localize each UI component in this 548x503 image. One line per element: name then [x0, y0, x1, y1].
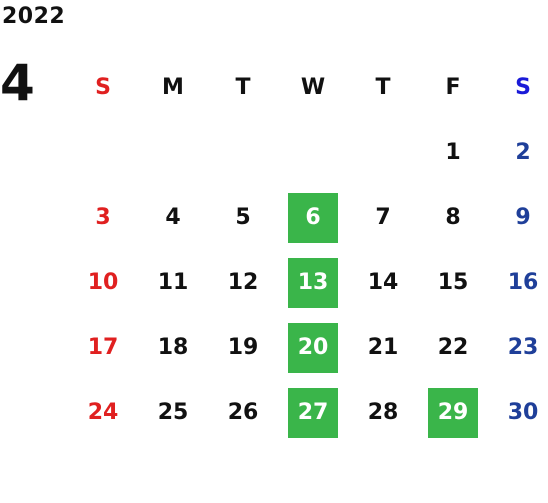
day-cell: [68, 120, 138, 185]
day-cell: 28: [348, 380, 418, 445]
day-number: 6: [288, 192, 338, 243]
day-cell: 30: [488, 380, 548, 445]
day-number: 30: [507, 400, 539, 425]
day-number: 25: [157, 400, 189, 425]
day-number: 19: [227, 335, 259, 360]
day-cell: 17: [68, 315, 138, 380]
weekday-saturday: S: [515, 75, 531, 100]
weekday-thursday: T: [375, 75, 391, 100]
day-number: 26: [227, 400, 259, 425]
day-number: 22: [437, 335, 469, 360]
calendar-grid: S M T W T F S 1 2 3 4 5 6 7 8 9 10 11 12…: [68, 55, 548, 445]
day-number: [358, 128, 408, 178]
day-number: 29: [428, 387, 478, 438]
day-cell: 7: [348, 185, 418, 250]
day-number: 4: [165, 205, 181, 230]
day-cell: [208, 120, 278, 185]
day-cell-highlighted: 13: [278, 250, 348, 315]
day-number: [78, 128, 128, 178]
day-number: 5: [235, 205, 251, 230]
day-number: 1: [445, 140, 461, 165]
day-number: 9: [515, 205, 531, 230]
day-cell: [278, 120, 348, 185]
day-number: 17: [87, 335, 119, 360]
day-number: [218, 128, 268, 178]
weekday-wednesday: W: [300, 75, 326, 100]
day-number: 10: [87, 270, 119, 295]
day-number: [148, 128, 198, 178]
day-cell: 2: [488, 120, 548, 185]
day-cell: [138, 120, 208, 185]
day-cell: 22: [418, 315, 488, 380]
year-label: 2022: [2, 4, 66, 29]
day-cell: 26: [208, 380, 278, 445]
day-cell: 3: [68, 185, 138, 250]
day-number: 21: [367, 335, 399, 360]
day-number: 3: [95, 205, 111, 230]
day-number: 24: [87, 400, 119, 425]
day-cell: 15: [418, 250, 488, 315]
day-cell: 9: [488, 185, 548, 250]
day-number: 8: [445, 205, 461, 230]
day-number: 18: [157, 335, 189, 360]
day-cell: [348, 120, 418, 185]
day-number: 16: [507, 270, 539, 295]
day-cell: 16: [488, 250, 548, 315]
day-cell: 18: [138, 315, 208, 380]
day-number: 20: [288, 322, 338, 373]
day-cell: 10: [68, 250, 138, 315]
weekday-tuesday: T: [235, 75, 251, 100]
day-cell: 19: [208, 315, 278, 380]
day-cell-highlighted: 27: [278, 380, 348, 445]
day-cell-highlighted: 29: [418, 380, 488, 445]
day-cell-highlighted: 20: [278, 315, 348, 380]
day-number: 13: [288, 257, 338, 308]
day-cell: 5: [208, 185, 278, 250]
day-number: 2: [515, 140, 531, 165]
day-number: 15: [437, 270, 469, 295]
day-cell: 21: [348, 315, 418, 380]
day-number: 27: [288, 387, 338, 438]
day-number: 12: [227, 270, 259, 295]
month-label: 4: [0, 54, 35, 112]
day-number: 23: [507, 335, 539, 360]
day-cell: 11: [138, 250, 208, 315]
weekday-sunday: S: [95, 75, 111, 100]
day-cell: 14: [348, 250, 418, 315]
day-cell: 23: [488, 315, 548, 380]
day-number: [288, 128, 338, 178]
day-number: 14: [367, 270, 399, 295]
day-cell: 4: [138, 185, 208, 250]
day-cell: 12: [208, 250, 278, 315]
weekday-monday: M: [162, 75, 184, 100]
day-cell: 1: [418, 120, 488, 185]
day-cell-highlighted: 6: [278, 185, 348, 250]
day-number: 11: [157, 270, 189, 295]
day-cell: 24: [68, 380, 138, 445]
day-number: 7: [375, 205, 391, 230]
day-cell: 8: [418, 185, 488, 250]
weekday-friday: F: [445, 75, 461, 100]
day-number: 28: [367, 400, 399, 425]
day-cell: 25: [138, 380, 208, 445]
